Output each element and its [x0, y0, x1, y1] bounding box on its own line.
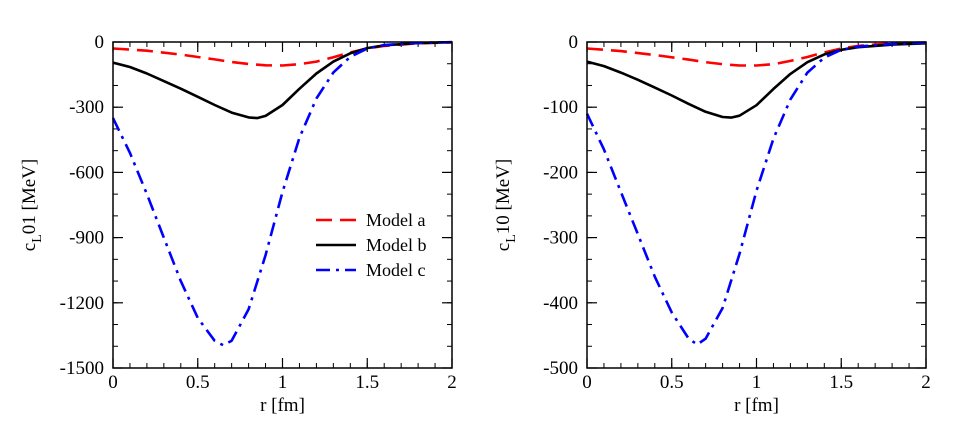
legend-label: Model b: [366, 235, 427, 255]
x-tick-label: 1: [752, 372, 762, 393]
y-axis-label-subscript: L: [30, 234, 45, 243]
x-tick-label: 1.5: [355, 372, 379, 393]
y-tick-label: 0: [95, 32, 105, 53]
series-line-model-b: [586, 42, 927, 119]
y-tick-label: 0: [569, 32, 579, 53]
x-tick-label: 1.5: [829, 372, 853, 393]
y-tick-label: -1200: [60, 293, 104, 314]
y-axis-label: cL01 [MeV]: [19, 159, 45, 251]
legend: Model a Model b Model c: [316, 210, 427, 280]
x-tick-label: 0.5: [660, 372, 684, 393]
y-tick-label: -300: [543, 228, 578, 249]
x-axis-label: r [fm]: [260, 395, 305, 416]
chart-panel-1: 0 0.5 1 1.5 2 0 -300 -600 -900 -1200 -1500 r [fm] cL…: [19, 32, 457, 416]
y-tick-label: -600: [69, 162, 104, 183]
x-tick-label: 0: [582, 372, 592, 393]
plot-frame: [112, 41, 453, 369]
y-tick-label: -900: [69, 228, 104, 249]
x-tick-label: 2: [447, 372, 457, 393]
chart-panel-2: 0 0.5 1 1.5 2 0 -100 -200 -300 -400 -500 r [fm] cL10…: [493, 32, 931, 416]
y-tick-label: -500: [543, 358, 578, 379]
series-line-model-c: [585, 41, 927, 346]
x-tick-label: 1: [278, 372, 288, 393]
y-tick-label: -300: [69, 97, 104, 118]
series-line-model-c: [111, 40, 453, 347]
y-axis-label: cL10 [MeV]: [493, 159, 519, 251]
legend-label: Model c: [366, 260, 425, 280]
x-tick-label: 0: [108, 372, 118, 393]
x-tick-label: 0.5: [186, 372, 210, 393]
y-tick-label: -1500: [60, 358, 104, 379]
x-tick-label: 2: [921, 372, 931, 393]
y-tick-label: -200: [543, 162, 578, 183]
y-axis-label-rest: 01 [MeV]: [19, 159, 40, 234]
y-axis-label-main: c: [19, 243, 40, 251]
y-tick-label: -400: [543, 293, 578, 314]
legend-label: Model a: [366, 210, 425, 230]
x-axis-label: r [fm]: [734, 395, 779, 416]
plot-frame: [586, 41, 927, 369]
y-axis-label-subscript: L: [504, 234, 519, 243]
y-axis-label-main: c: [493, 243, 514, 251]
y-axis-label-rest: 10 [MeV]: [493, 159, 514, 234]
y-tick-label: -100: [543, 97, 578, 118]
